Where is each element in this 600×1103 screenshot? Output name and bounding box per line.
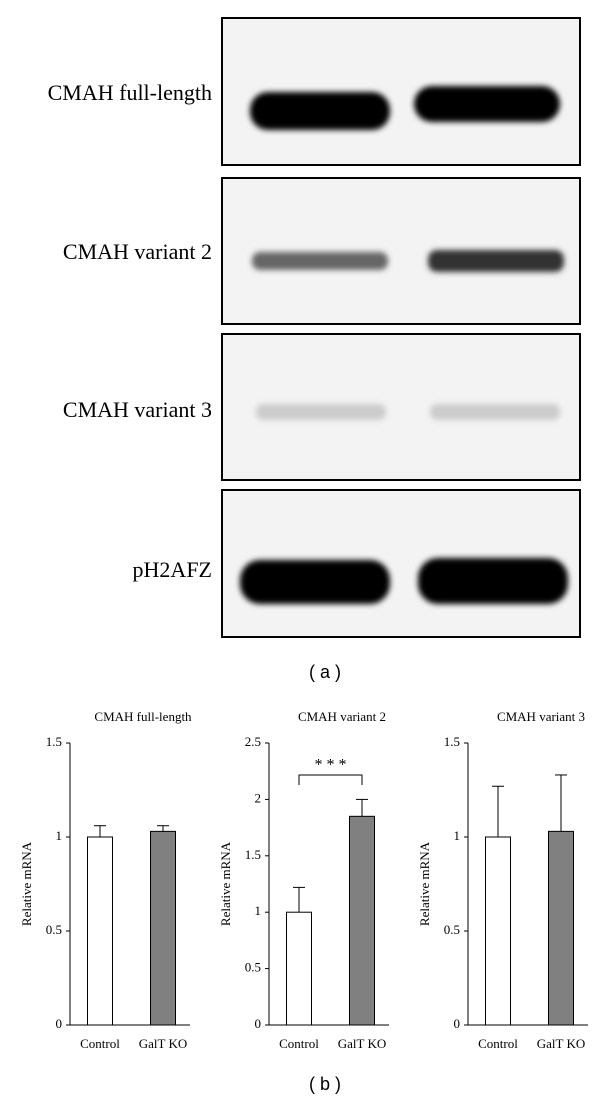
bar — [349, 815, 375, 1026]
gel-label: pH2AFZ — [133, 557, 212, 582]
chart-title: CMAH variant 3 — [497, 709, 585, 724]
x-tick-label: GalT KO — [537, 1036, 586, 1051]
gel-label: CMAH variant 3 — [63, 397, 212, 422]
x-tick-label: GalT KO — [139, 1036, 188, 1051]
gel-band — [252, 252, 388, 270]
gel-band — [250, 92, 390, 130]
gel-band — [256, 404, 386, 420]
gel-band — [428, 250, 564, 272]
y-tick-label: 1 — [255, 903, 262, 918]
x-tick-label: Control — [80, 1036, 120, 1051]
y-tick-label: 1.5 — [46, 734, 62, 749]
annotation: * * * — [315, 757, 347, 774]
y-axis-label: Relative mRNA — [19, 841, 34, 926]
x-tick-label: Control — [478, 1036, 518, 1051]
significance-bracket — [298, 774, 363, 785]
bar — [150, 830, 176, 1026]
panel-label: ( b ) — [309, 1074, 341, 1094]
chart-title: CMAH full-length — [94, 709, 192, 724]
y-tick-label: 1.5 — [444, 734, 460, 749]
chart-title: CMAH variant 2 — [298, 709, 386, 724]
x-tick-label: GalT KO — [338, 1036, 387, 1051]
gel-band — [414, 86, 560, 122]
y-tick-label: 0 — [255, 1016, 262, 1031]
gel-images — [221, 17, 581, 638]
y-axis-label: Relative mRNA — [417, 841, 432, 926]
bar — [548, 830, 574, 1026]
y-tick-label: 2.5 — [245, 734, 261, 749]
gel-band — [240, 560, 390, 604]
gel-label: CMAH variant 2 — [63, 239, 212, 264]
y-tick-label: 0 — [56, 1016, 63, 1031]
bar — [87, 836, 113, 1026]
y-axis-label: Relative mRNA — [218, 841, 233, 926]
y-tick-label: 0.5 — [245, 960, 261, 975]
gel-band — [418, 558, 568, 604]
y-tick-label: 1 — [56, 828, 63, 843]
y-tick-label: 2 — [255, 790, 262, 805]
bar — [286, 911, 312, 1026]
gel-label: CMAH full-length — [48, 80, 212, 105]
gel-band — [430, 404, 560, 420]
y-tick-label: 1 — [454, 828, 461, 843]
panel-label: ( a ) — [309, 662, 341, 682]
y-tick-label: 0.5 — [444, 922, 460, 937]
bar — [485, 836, 511, 1026]
y-tick-label: 1.5 — [245, 847, 261, 862]
y-tick-label: 0.5 — [46, 922, 62, 937]
y-tick-label: 0 — [454, 1016, 461, 1031]
x-tick-label: Control — [279, 1036, 319, 1051]
